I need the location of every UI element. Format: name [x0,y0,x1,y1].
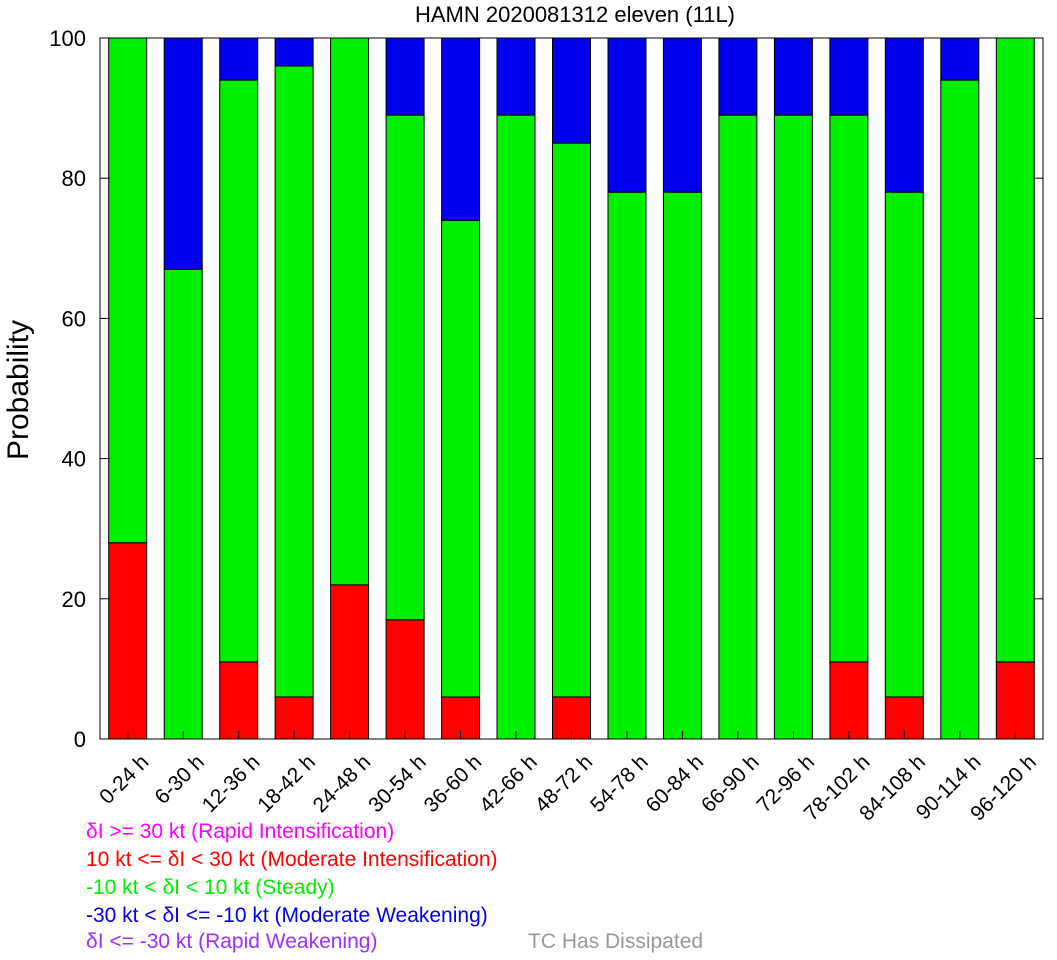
bar-steady-13 [829,114,869,663]
chart-title: HAMN 2020081312 eleven (11L) [415,2,735,27]
x-tick-label: 42-66 h [475,750,542,817]
bar-mw-8 [552,37,591,144]
bar-mw-10 [662,37,702,193]
legend-item-moderate-intensification: 10 kt <= δI < 30 kt (Moderate Intensific… [86,848,498,871]
x-tick-label: 12-36 h [198,750,265,817]
bar-mw-1 [163,37,203,270]
bar-steady-14 [884,191,924,698]
bar-steady-7 [496,114,536,740]
bar-mw-6 [441,37,481,221]
y-tick-label: 100 [49,26,86,51]
y-tick-label: 60 [62,306,86,331]
bar-mw-13 [829,37,869,116]
bar-mi-5 [385,619,425,740]
bar-mi-2 [219,661,259,740]
bar-mw-3 [274,37,314,67]
bar-steady-10 [662,191,702,740]
bar-mw-12 [773,37,813,116]
x-tick-label: 48-72 h [531,750,598,817]
bar-mw-7 [496,37,536,116]
x-tick-label: 54-78 h [586,750,653,817]
axes-group [99,37,1044,740]
x-tick-label: 24-48 h [309,750,376,817]
legend-item-rapid-weakening: δI <= -30 kt (Rapid Weakening) [86,930,378,953]
bar-mi-0 [108,542,148,740]
bar-mi-13 [829,661,869,740]
bar-mi-4 [330,584,370,740]
bar-steady-1 [163,268,203,740]
bar-steady-2 [219,79,259,663]
bar-steady-8 [552,142,591,698]
bar-mw-15 [940,37,980,81]
bar-mw-5 [385,37,425,116]
bar-mw-11 [718,37,758,116]
bar-mw-9 [607,37,647,193]
y-axis-label: Probability [2,320,35,460]
bar-mw-2 [219,37,259,81]
x-tick-label: 66-90 h [697,750,764,817]
legend: δI >= 30 kt (Rapid Intensification) 10 k… [86,820,1046,960]
legend-item-dissipated: TC Has Dissipated [528,930,704,953]
bar-steady-4 [330,37,370,586]
bar-steady-0 [108,37,148,544]
x-tick-labels: 0-24 h6-30 h12-36 h18-42 h24-48 h30-54 h… [95,750,1041,820]
x-tick-label: 30-54 h [364,750,431,817]
bar-steady-11 [718,114,758,740]
legend-item-moderate-weakening: -30 kt < δI <= -10 kt (Moderate Weakenin… [86,904,488,927]
y-tick-label: 20 [62,587,86,612]
y-tick-label: 0 [74,727,86,752]
stacked-bar-chart: HAMN 2020081312 eleven (11L) Probability… [2,2,1044,820]
bar-steady-15 [940,79,980,740]
bar-steady-3 [274,65,314,698]
bar-mi-16 [995,661,1035,740]
x-tick-label: 60-84 h [642,750,709,817]
bar-steady-16 [995,37,1035,663]
bar-steady-9 [607,191,647,740]
x-tick-label: 0-24 h [95,750,153,808]
x-tick-label: 36-60 h [420,750,487,817]
bar-mw-14 [884,37,924,193]
y-tick-label: 80 [62,166,86,191]
legend-item-rapid-intensification: δI >= 30 kt (Rapid Intensification) [86,820,395,843]
y-tick-labels: 0 20 40 60 80 100 [49,26,86,752]
y-tick-label: 40 [62,447,86,472]
bars-group [108,37,1035,740]
bar-steady-12 [773,114,813,740]
x-tick-label: 18-42 h [253,750,320,817]
bar-steady-5 [385,114,425,621]
bar-steady-6 [441,219,481,698]
legend-item-steady: -10 kt < δI < 10 kt (Steady) [86,876,335,899]
